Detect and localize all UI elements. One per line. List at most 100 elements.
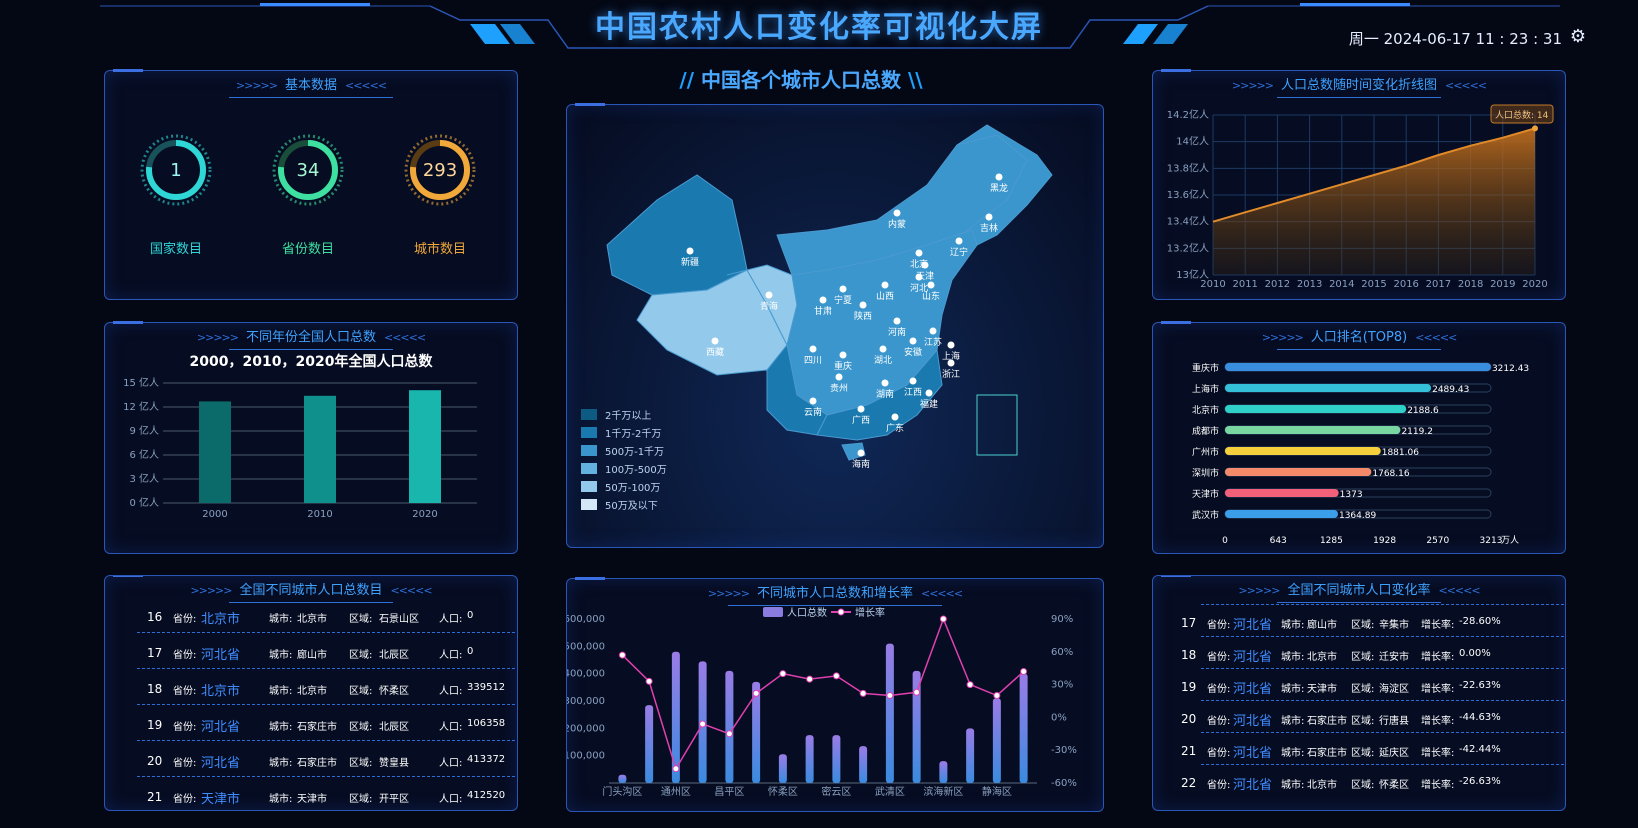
rate-list-row[interactable]: 22 省份: 河北省 城市: 北京市 区域: 怀柔区 增长率: -26.63% (1181, 764, 1565, 797)
y-tick-label: 14.2亿人 (1167, 108, 1209, 121)
rate-list-row[interactable]: 21 省份: 河北省 城市: 石家庄市 区域: 延庆区 增长率: -42.44% (1181, 732, 1565, 765)
y-right-tick: -30% (1051, 745, 1077, 756)
map-dot (925, 389, 933, 397)
x-tick-label: 2015 (1361, 279, 1386, 290)
row-number: 19 (1181, 680, 1197, 694)
x-tick-label: 门头沟区 (602, 785, 642, 798)
legend-swatch (581, 499, 597, 510)
rate-label: 增长率: (1421, 620, 1455, 631)
rate-value: -22.63% (1459, 680, 1501, 691)
legend-swatch (581, 481, 597, 492)
gear-icon[interactable]: ⚙ (1569, 26, 1586, 47)
province-value: 河北省 (201, 648, 241, 663)
city-population-list-panel: >>>>> 全国不同城市人口总数目 <<<<< 16 省份: 北京市 城市: 北京市 区域: 石… (104, 575, 518, 811)
rate-list-row[interactable]: 19 省份: 河北省 城市: 天津市 区域: 海淀区 增长率: -22.63% (1181, 668, 1565, 701)
rate-list-row[interactable]: 20 省份: 河北省 城市: 石家庄市 区域: 行唐县 增长率: -44.63% (1181, 700, 1565, 733)
population-value: 339512 (467, 682, 506, 693)
city-label: 城市: (1281, 716, 1305, 727)
legend-label: 50万及以下 (605, 500, 658, 512)
city-value: 石家庄市 (297, 758, 337, 769)
province-value: 河北省 (1233, 650, 1273, 665)
bar-2020 (409, 390, 441, 503)
province-count-ring: 34 (271, 133, 345, 207)
city-combo-title: >>>>> 不同城市人口总数和增长率 <<<<< (567, 582, 1103, 606)
yearly-population-panel: >>>>> 不同年份全国人口总数 <<<<< 2000，2010，2020年全国人口… (104, 321, 518, 554)
map-province-label: 江西 (904, 387, 922, 398)
combo-bar (671, 651, 680, 783)
map-dot (893, 209, 901, 217)
x-tick-label: 2019 (1490, 279, 1515, 290)
combo-bar (805, 735, 814, 783)
yearly-chart-title: 2000，2010，2020年全国人口总数 (189, 354, 433, 370)
row-number: 18 (1181, 648, 1197, 662)
city-list-row[interactable]: 21 省份: 天津市 城市: 天津市 区域: 开平区 人口: 412520 (137, 778, 517, 810)
map-province-label: 重庆 (834, 360, 852, 372)
city-list-row[interactable]: 16 省份: 北京市 城市: 北京市 区域: 石景山区 人口: 0 (137, 598, 517, 633)
rank-value-label: 1364.89 (1339, 511, 1376, 521)
rank-bar (1225, 510, 1338, 518)
map-northeast (956, 124, 1053, 246)
population-ranking-panel: >>>>> 人口排名(TOP8) <<<<< 重庆市 3212.43 上海市 2489.4… (1152, 321, 1566, 554)
row-number: 16 (147, 610, 163, 624)
city-combo-panel: >>>>> 不同城市人口总数和增长率 <<<<< 人口总数 增长率 100,000 200… (566, 577, 1104, 812)
rate-list-title: >>>>> 全国不同城市人口变化率 <<<<< (1153, 579, 1565, 603)
map-province-label: 云南 (804, 406, 822, 418)
rank-value-label: 1881.06 (1382, 448, 1419, 458)
rank-bar (1225, 447, 1381, 455)
country-count-label: 国家数目 (149, 242, 202, 257)
map-dot (985, 213, 993, 221)
map-province-label: 河南 (888, 326, 906, 338)
map-province-label: 贵州 (830, 382, 848, 394)
rank-category: 武汉市 (1192, 509, 1219, 521)
y-tick-label: 13.2亿人 (1167, 241, 1209, 254)
y-left-tick: 200,000 (567, 723, 605, 734)
city-value: 石家庄市 (297, 722, 337, 733)
district-label: 区域: (349, 794, 373, 805)
map-dot (881, 379, 889, 387)
rank-category: 北京市 (1192, 404, 1219, 416)
x-tick-label: 3213 (1480, 536, 1503, 546)
district-label: 区域: (349, 722, 373, 733)
province-count-label: 省份数目 (281, 242, 334, 257)
map-province-label: 江苏 (924, 336, 942, 348)
y-right-tick: 0% (1051, 712, 1067, 723)
rank-value-label: 3212.43 (1492, 364, 1529, 374)
y-right-tick: 30% (1051, 680, 1073, 691)
map-dot (857, 449, 865, 457)
city-label: 城市: (269, 614, 293, 625)
combo-bar (618, 774, 627, 783)
combo-bar (778, 754, 787, 783)
city-list-row[interactable]: 17 省份: 河北省 城市: 廊山市 区域: 北辰区 人口: 0 (137, 634, 517, 669)
map-dot (915, 249, 923, 257)
rate-point (1020, 667, 1028, 675)
rate-list-row[interactable]: 17 省份: 河北省 城市: 廊山市 区域: 辛集市 增长率: -28.60% (1181, 604, 1565, 637)
province-value: 天津市 (201, 792, 241, 807)
rank-category: 天津市 (1192, 488, 1219, 500)
rank-category: 上海市 (1192, 383, 1219, 395)
province-value: 河北省 (1233, 778, 1273, 793)
x-tick-label: 2010 (307, 509, 332, 520)
legend-swatch (581, 409, 597, 420)
rate-value: -44.63% (1459, 712, 1501, 723)
province-label: 省份: (173, 686, 197, 697)
city-label: 城市: (269, 758, 293, 769)
map-province-label: 天津 (916, 271, 934, 282)
y-tick-label: 3 亿人 (129, 472, 159, 485)
country-count-value: 1 (170, 159, 182, 181)
x-tick-label: 通州区 (661, 786, 691, 798)
x-tick-label: 怀柔区 (768, 786, 798, 798)
yearly-bar-chart: 0 亿人 3 亿人 6 亿人 9 亿人 12 亿人 15 亿人 2000 2010 2020 (123, 376, 477, 520)
trend-line (1212, 127, 1536, 223)
city-list-row[interactable]: 20 省份: 河北省 城市: 石家庄市 区域: 赞皇县 人口: 413372 (137, 742, 517, 777)
rate-list-row[interactable]: 18 省份: 河北省 城市: 北京市 区域: 迁安市 增长率: 0.00% (1181, 636, 1565, 669)
combo-bar (645, 705, 654, 783)
map-south-sea-inset (976, 394, 1018, 456)
city-value: 北京市 (297, 614, 327, 625)
province-value: 河北省 (1233, 618, 1273, 633)
rank-value-label: 2188.6 (1407, 406, 1439, 416)
city-list-row[interactable]: 19 省份: 河北省 城市: 石家庄市 区域: 北辰区 人口: 106358 (137, 706, 517, 741)
y-tick-label: 14亿人 (1176, 135, 1209, 148)
city-list-row[interactable]: 18 省份: 北京市 城市: 北京市 区域: 怀柔区 人口: 339512 (137, 670, 517, 705)
yearly-population-title: >>>>> 不同年份全国人口总数 <<<<< (105, 326, 517, 350)
